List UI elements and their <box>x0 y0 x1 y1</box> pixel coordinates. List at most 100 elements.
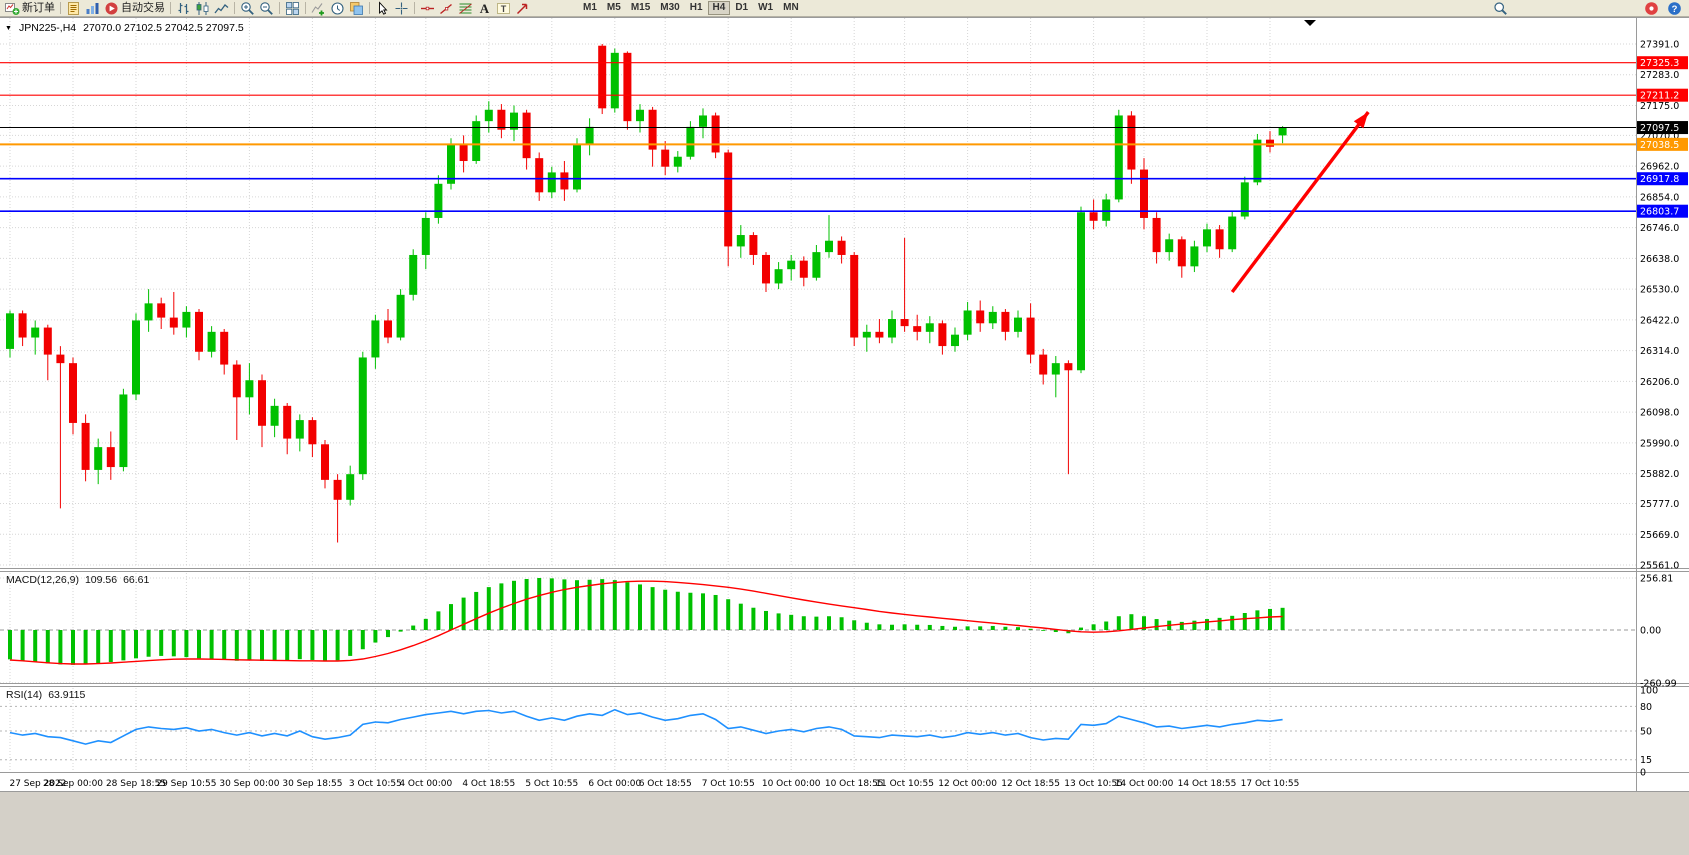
svg-text:10 Oct 00:00: 10 Oct 00:00 <box>762 779 821 789</box>
ohlc-bars-icon[interactable] <box>174 0 193 16</box>
timeframe-M1[interactable]: M1 <box>583 2 597 13</box>
bars-blue-icon <box>85 1 100 16</box>
svg-text:27325.3: 27325.3 <box>1640 58 1679 69</box>
svg-text:6 Oct 18:55: 6 Oct 18:55 <box>639 779 692 789</box>
timeframe-H1[interactable]: H1 <box>689 2 703 13</box>
svg-text:100: 100 <box>1640 686 1658 697</box>
line-chart-icon <box>214 1 229 16</box>
rsi-title: RSI(14) 63.9115 <box>6 689 85 701</box>
svg-text:3 Oct 10:55: 3 Oct 10:55 <box>349 779 402 789</box>
timeframe-W1[interactable]: W1 <box>758 2 774 13</box>
toolbar-separator <box>279 2 280 14</box>
crosshair-icon[interactable] <box>392 0 411 16</box>
svg-text:10 Oct 18:55: 10 Oct 18:55 <box>825 779 884 789</box>
toolbar: 新订单 自动交易 A T M1 M5 M15 M30 H1 H4 D1 W1 MN? <box>0 0 1689 17</box>
t-line-icon <box>439 1 454 16</box>
svg-text:25882.0: 25882.0 <box>1640 469 1679 480</box>
toolbar-separator <box>234 2 235 14</box>
timeframe-D1[interactable]: D1 <box>735 2 749 13</box>
svg-text:26803.7: 26803.7 <box>1640 207 1679 218</box>
arrows-icon[interactable] <box>513 0 532 16</box>
svg-text:4 Oct 18:55: 4 Oct 18:55 <box>462 779 515 789</box>
chart-dropdown-icon[interactable]: ▼ <box>5 24 12 32</box>
metaeditor-icon[interactable] <box>64 0 83 16</box>
trendline-icon[interactable] <box>437 0 456 16</box>
cursor-icon <box>375 0 390 16</box>
periods-icon[interactable] <box>328 0 347 16</box>
horizontal-line-icon[interactable] <box>418 0 437 16</box>
svg-text:5 Oct 10:55: 5 Oct 10:55 <box>525 779 578 789</box>
svg-text:28 Sep 00:00: 28 Sep 00:00 <box>43 779 103 789</box>
svg-text:50: 50 <box>1640 727 1652 738</box>
trend-arrow-object[interactable] <box>1230 111 1370 293</box>
fibonacci-icon[interactable] <box>456 0 475 16</box>
timeframe-M15[interactable]: M15 <box>630 2 651 13</box>
toolbar-separator <box>305 2 306 14</box>
timeframe-H4[interactable]: H4 <box>707 1 731 15</box>
svg-text:27175.0: 27175.0 <box>1640 101 1679 112</box>
svg-text:27283.0: 27283.0 <box>1640 70 1679 81</box>
search-icon[interactable] <box>1491 0 1510 16</box>
drawing-objects-layer[interactable] <box>0 62 1636 293</box>
indicators-icon[interactable] <box>309 0 328 16</box>
svg-text:14 Oct 00:00: 14 Oct 00:00 <box>1115 779 1174 789</box>
svg-text:0: 0 <box>1640 768 1646 779</box>
autotrading-button[interactable]: 自动交易 <box>102 0 167 16</box>
help-icon[interactable]: ? <box>1665 0 1684 16</box>
svg-text:26746.0: 26746.0 <box>1640 223 1679 234</box>
chart-ohlc-values: 27070.0 27102.5 27042.5 27097.5 <box>83 22 244 34</box>
timeframe-MN[interactable]: MN <box>783 2 799 13</box>
search-icon <box>1493 1 1508 16</box>
trend-arrow-head <box>1353 112 1369 129</box>
zoom-in-icon[interactable] <box>238 0 257 16</box>
doc-icon <box>66 1 81 16</box>
market-watch-icon[interactable] <box>83 0 102 16</box>
rsi-label: RSI(14) <box>6 689 43 701</box>
tile-windows-icon[interactable] <box>283 0 302 16</box>
text-label-icon[interactable]: T <box>494 0 513 16</box>
svg-text:-260.99: -260.99 <box>1640 678 1677 689</box>
svg-text:26314.0: 26314.0 <box>1640 346 1679 357</box>
svg-text:15: 15 <box>1640 755 1652 766</box>
zoom-out-icon[interactable] <box>257 0 276 16</box>
price-badge <box>1637 137 1688 151</box>
templates-icon[interactable] <box>347 0 366 16</box>
toolbar-separator <box>414 2 415 14</box>
chart-canvas[interactable]: 27391.0 27283.0 27175.0 27070.0 26962.0 26854… <box>0 17 1689 855</box>
price-badge <box>1637 121 1688 135</box>
cursor-icon[interactable] <box>373 0 392 16</box>
chart-ohlc-title: ▼ JPN225-,H4 27070.0 27102.5 27042.5 270… <box>5 22 244 34</box>
svg-text:25561.0: 25561.0 <box>1640 561 1679 572</box>
panel-dividers[interactable] <box>0 17 1689 792</box>
candles-layer <box>6 44 1287 543</box>
toolbar-right-icons: ? <box>1491 0 1686 16</box>
candlestick-chart-icon[interactable] <box>193 0 212 16</box>
svg-text:28 Sep 18:55: 28 Sep 18:55 <box>106 779 166 789</box>
svg-text:?: ? <box>1672 4 1678 15</box>
chart-shift-marker[interactable] <box>1304 20 1316 26</box>
candles-icon <box>195 1 210 16</box>
price-axis[interactable]: 27391.0 27283.0 27175.0 27070.0 26962.0 26854… <box>1637 40 1688 779</box>
svg-text:A: A <box>480 1 490 16</box>
rsi-value: 63.9115 <box>48 689 86 701</box>
svg-text:27097.5: 27097.5 <box>1640 123 1679 134</box>
svg-text:29 Sep 10:55: 29 Sep 10:55 <box>156 779 216 789</box>
zoom-out-icon <box>259 1 274 16</box>
indicator-plus-icon <box>311 1 326 16</box>
line-chart-icon[interactable] <box>212 0 231 16</box>
price-badge <box>1637 56 1688 70</box>
new-order-button[interactable]: 新订单 <box>3 0 57 16</box>
timeframe-M30[interactable]: M30 <box>660 2 680 13</box>
text-icon[interactable]: A <box>475 0 494 16</box>
notifications-icon[interactable] <box>1642 0 1661 16</box>
chart-plus-icon <box>5 1 20 16</box>
timeframe-M5[interactable]: M5 <box>606 2 621 13</box>
svg-text:13 Oct 10:55: 13 Oct 10:55 <box>1064 779 1123 789</box>
svg-text:14 Oct 18:55: 14 Oct 18:55 <box>1178 779 1237 789</box>
h-line-icon <box>420 1 435 16</box>
zoom-in-icon <box>240 1 255 16</box>
rsi-layer <box>9 708 1283 745</box>
ohlc-icon <box>176 1 191 16</box>
